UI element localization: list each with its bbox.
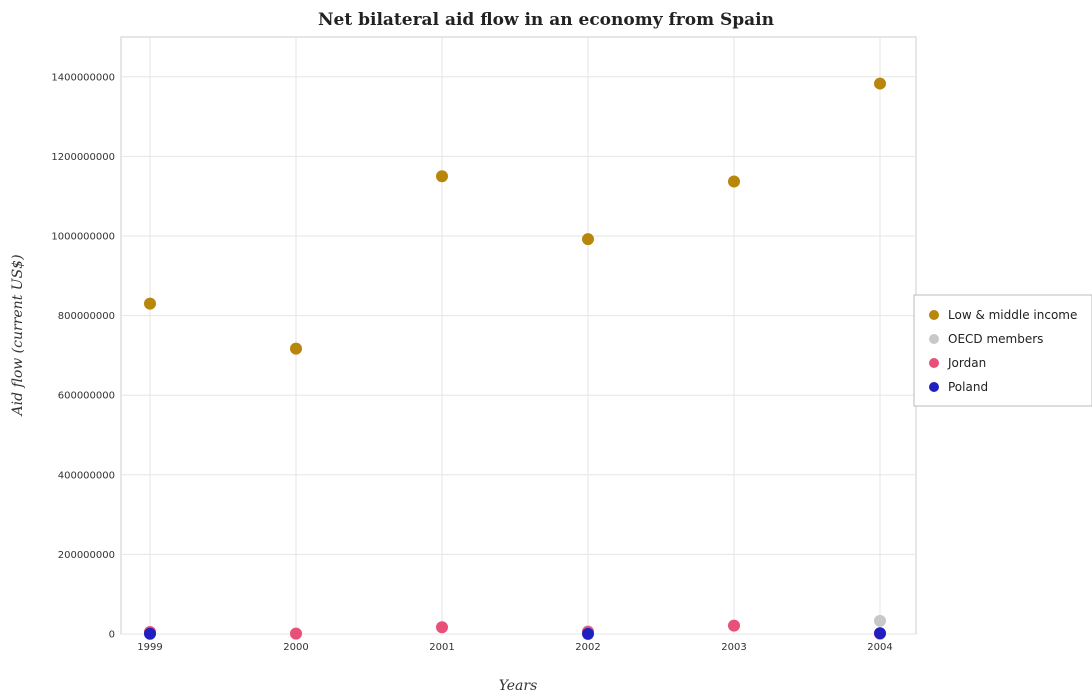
legend-label: Jordan (947, 356, 986, 370)
data-point-low-middle-income (290, 342, 302, 355)
y-tick-label: 1400000000 (51, 72, 115, 83)
y-tick-label: 400000000 (58, 470, 115, 481)
y-tick-label: 600000000 (58, 391, 115, 402)
data-point-low-middle-income (144, 297, 156, 310)
legend-marker (929, 310, 939, 320)
grid (121, 37, 916, 635)
data-point-jordan (290, 627, 302, 640)
data-point-jordan (728, 619, 740, 632)
x-tick-label: 1999 (137, 642, 162, 653)
data-point-low-middle-income (874, 77, 886, 90)
y-tick-label: 0 (109, 630, 115, 641)
legend-marker (929, 358, 939, 368)
x-tick-label: 2000 (283, 642, 308, 653)
y-tick-labels: 0 200000000 400000000 600000000 800000000 100… (51, 72, 115, 640)
data-point-jordan (436, 621, 448, 634)
plot-area (120, 36, 917, 635)
legend-marker (929, 334, 939, 344)
x-tick-labels: 1999 2000 2001 2002 2003 2004 (137, 642, 892, 653)
x-tick-label: 2003 (721, 642, 746, 653)
chart-title: Net bilateral aid flow in an economy fro… (318, 10, 774, 30)
y-tick-label: 1200000000 (51, 152, 115, 163)
data-point-poland (874, 627, 886, 640)
data-point-low-middle-income (728, 175, 740, 188)
data-point-oecd-members (874, 614, 886, 627)
y-axis-title: Aid flow (current US$) (10, 254, 26, 417)
y-tick-label: 1000000000 (51, 232, 115, 243)
data-point-low-middle-income (582, 233, 594, 246)
legend: Low & middle income OECD members Jordan Pol… (913, 294, 1092, 407)
y-tick-label: 800000000 (58, 311, 115, 322)
data-point-poland (582, 627, 594, 640)
data-points (144, 77, 886, 640)
data-point-low-middle-income (436, 170, 448, 183)
legend-label: Low & middle income (948, 308, 1077, 322)
y-tick-label: 200000000 (58, 550, 115, 561)
x-tick-label: 2002 (575, 642, 600, 653)
legend-label: Poland (948, 380, 988, 394)
x-tick-label: 2001 (429, 642, 454, 653)
x-axis-title: Years (499, 678, 538, 694)
x-tick-label: 2004 (867, 642, 892, 653)
legend-label: OECD members (948, 332, 1043, 346)
legend-box (913, 294, 1092, 407)
legend-marker (929, 382, 939, 392)
data-point-poland (144, 627, 156, 640)
